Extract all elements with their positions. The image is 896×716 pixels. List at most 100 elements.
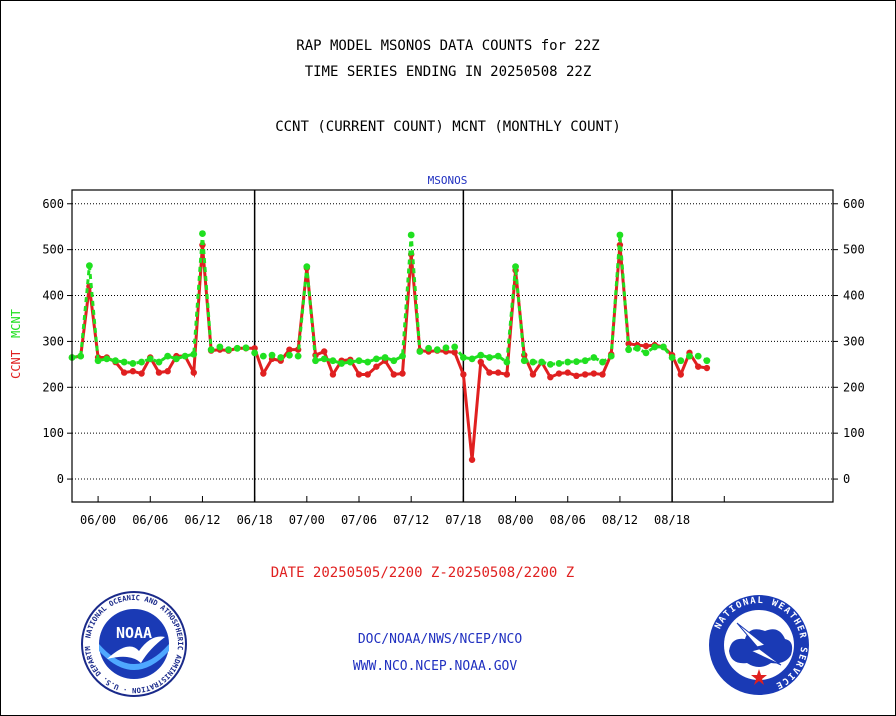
ccnt-point (564, 369, 571, 376)
mcnt-point (442, 344, 450, 352)
mcnt-point (607, 352, 615, 360)
ccnt-point (555, 370, 563, 377)
nws-logo: NATIONAL WEATHER SERVICE (709, 595, 809, 695)
x-tick-label: 06/00 (80, 513, 116, 527)
mcnt-point (416, 348, 424, 355)
ccnt-point (138, 370, 145, 377)
mcnt-point (199, 230, 206, 237)
mcnt-point (172, 355, 180, 363)
mcnt-point (573, 358, 580, 365)
ccnt-point (286, 346, 293, 353)
mcnt-point (268, 351, 276, 359)
day-divider-layer (253, 190, 673, 502)
mcnt-point (555, 360, 563, 367)
mcnt-point (399, 352, 406, 360)
mcnt-point (181, 352, 189, 360)
mcnt-point (564, 358, 572, 366)
ccnt-point (468, 456, 476, 463)
mcnt-point (529, 358, 537, 366)
ccnt-point (625, 340, 632, 347)
date-range-label: DATE 20250505/2200 Z-20250508/2200 Z (270, 565, 575, 581)
ccnt-point (642, 342, 650, 350)
x-tick-label: 08/18 (654, 513, 690, 527)
mcnt-point (138, 358, 145, 366)
x-tick-label: 07/12 (393, 513, 429, 527)
mcnt-series-line (71, 233, 708, 366)
mcnt-point (190, 350, 198, 358)
ccnt-point (694, 363, 702, 370)
x-tick-label: 06/06 (132, 513, 168, 527)
mcnt-point (103, 355, 111, 363)
ccnt-point (703, 364, 711, 372)
y-tick-label-right: 400 (843, 289, 865, 303)
ccnt-point (164, 368, 171, 375)
mcnt-point (286, 351, 293, 359)
mcnt-point (433, 346, 441, 354)
ccnt-point (477, 358, 484, 366)
mcnt-point (590, 354, 598, 361)
y-tick-label-right: 0 (843, 472, 850, 486)
y-tick-label: 0 (57, 472, 64, 486)
y-tick-label-right: 100 (843, 426, 865, 440)
label-layer: 0 0 100 100 200 200 300 300 400 400 500 500 600 600 06… (9, 174, 865, 527)
mcnt-point (477, 351, 485, 359)
ccnt-point (581, 371, 589, 378)
mcnt-point (85, 262, 93, 270)
ccnt-point (129, 368, 137, 375)
ccnt-point (486, 369, 493, 376)
mcnt-point (320, 355, 328, 363)
chart-title-line1: RAP MODEL MSONOS DATA COUNTS for 22Z (296, 38, 600, 54)
mcnt-point (520, 357, 528, 365)
x-tick-label: 08/00 (497, 513, 533, 527)
mcnt-point (703, 357, 711, 365)
grid-layer (72, 203, 833, 480)
y-tick-label: 200 (42, 380, 64, 394)
mcnt-point (546, 360, 554, 368)
ccnt-point (390, 371, 397, 378)
mcnt-point (694, 352, 702, 360)
mcnt-point (599, 358, 606, 366)
mcnt-point (390, 357, 398, 365)
y-tick-label-right: 500 (843, 243, 865, 257)
ccnt-point (547, 374, 554, 381)
mcnt-point (364, 358, 372, 366)
mcnt-point (503, 358, 511, 366)
ccnt-point (529, 371, 537, 378)
mcnt-point (512, 263, 519, 271)
ccnt-point (399, 370, 406, 377)
mcnt-point (146, 355, 154, 363)
y-axis-label-mcnt: MCNT (9, 309, 23, 338)
x-tick-label: 07/06 (341, 513, 377, 527)
mcnt-point (355, 357, 363, 365)
nco-website-link[interactable]: WWW.NCO.NCEP.NOAA.GOV (352, 659, 518, 674)
chart-title-line2: TIME SERIES ENDING IN 20250508 22Z (304, 64, 592, 80)
mcnt-point (120, 358, 128, 366)
mcnt-point (112, 357, 119, 365)
x-tick-label: 06/12 (184, 513, 220, 527)
ccnt-point (451, 349, 458, 356)
y-axis-label-ccnt: CCNT (9, 350, 23, 379)
mcnt-point (251, 349, 259, 357)
x-tick-label: 07/00 (289, 513, 325, 527)
noaa-logo-text: NOAA (116, 624, 152, 642)
y-tick-label-right: 600 (843, 197, 865, 211)
mcnt-point (616, 231, 624, 239)
mcnt-point (459, 354, 467, 361)
nco-link-text[interactable]: DOC/NOAA/NWS/NCEP/NCO (357, 632, 523, 647)
mcnt-point (294, 352, 302, 360)
plot-frame (71, 189, 834, 503)
mcnt-point (407, 231, 415, 239)
ccnt-point (573, 372, 580, 380)
mcnt-point (625, 346, 633, 354)
ccnt-point (190, 369, 197, 376)
ccnt-point (494, 369, 502, 376)
ccnt-point (599, 371, 606, 378)
y-tick-label: 500 (42, 243, 64, 257)
mcnt-point (129, 360, 137, 367)
plot-series-title: MSONOS (428, 174, 468, 187)
mcnt-point (329, 357, 337, 365)
ccnt-point (503, 371, 511, 378)
mcnt-point (242, 344, 250, 352)
mcnt-point (373, 355, 380, 363)
star-icon (751, 669, 767, 685)
